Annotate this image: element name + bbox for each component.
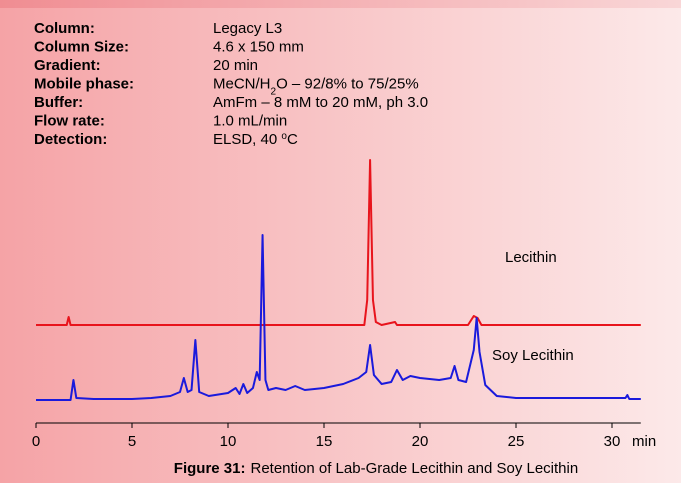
condition-value-part: O – 92/8% to 75/25%: [276, 76, 419, 93]
trace: [36, 159, 641, 326]
condition-value-part: 1.0 mL/min: [213, 113, 287, 130]
condition-label: Column:: [34, 20, 95, 37]
condition-value: AmFm – 8 mM to 20 mM, ph 3.0: [213, 94, 428, 111]
condition-label: Buffer:: [34, 94, 83, 111]
conditions: Column: Legacy L3 Column Size: 4.6 x 150 mm…: [34, 20, 428, 148]
condition-value: 4.6 x 150 mm: [213, 39, 304, 56]
condition-value: 20 min: [213, 57, 258, 74]
trace-label: Soy Lecithin: [492, 347, 574, 364]
trace: [36, 234, 641, 401]
condition-label: Gradient:: [34, 57, 101, 74]
condition-value: MeCN/H2O – 92/8% to 75/25%: [213, 76, 419, 98]
condition-value: 1.0 mL/min: [213, 113, 287, 130]
condition-label: Detection:: [34, 131, 107, 148]
condition-label: Flow rate:: [34, 113, 105, 130]
x-tick-label: 5: [128, 433, 136, 450]
condition-value-part: AmFm – 8 mM to 20 mM, ph 3.0: [213, 94, 428, 111]
caption-label: Figure 31:: [174, 460, 246, 477]
condition-value-part: C: [287, 131, 298, 148]
x-tick-label: 0: [32, 433, 40, 450]
x-tick-label: 15: [316, 433, 333, 450]
top-band: [0, 0, 681, 8]
plot: 0 5 10 15 20 25 30 min Lecithin Soy Lecithin: [32, 159, 656, 450]
condition-value-part: o: [281, 131, 287, 142]
caption: Figure 31: Retention of Lab-Grade Lecithi…: [174, 460, 578, 477]
condition-value-part: ELSD, 40: [213, 131, 281, 148]
condition-value-part: 20 min: [213, 57, 258, 74]
x-tick-label: 10: [220, 433, 237, 450]
condition-value-part: Legacy L3: [213, 20, 282, 37]
caption-text: Retention of Lab-Grade Lecithin and Soy …: [250, 460, 578, 477]
x-tick-label: 30: [604, 433, 621, 450]
condition-value: ELSD, 40 oC: [213, 131, 298, 149]
condition-value: Legacy L3: [213, 20, 282, 37]
condition-label: Mobile phase:: [34, 76, 134, 93]
condition-value-part: MeCN/H: [213, 76, 271, 93]
condition-value-part: 4.6 x 150 mm: [213, 39, 304, 56]
x-tick-label: 20: [412, 433, 429, 450]
x-axis-label: min: [632, 433, 656, 450]
x-tick-label: 25: [508, 433, 525, 450]
condition-label: Column Size:: [34, 39, 129, 56]
condition-value-part: 2: [271, 86, 277, 97]
trace-label: Lecithin: [505, 249, 557, 266]
